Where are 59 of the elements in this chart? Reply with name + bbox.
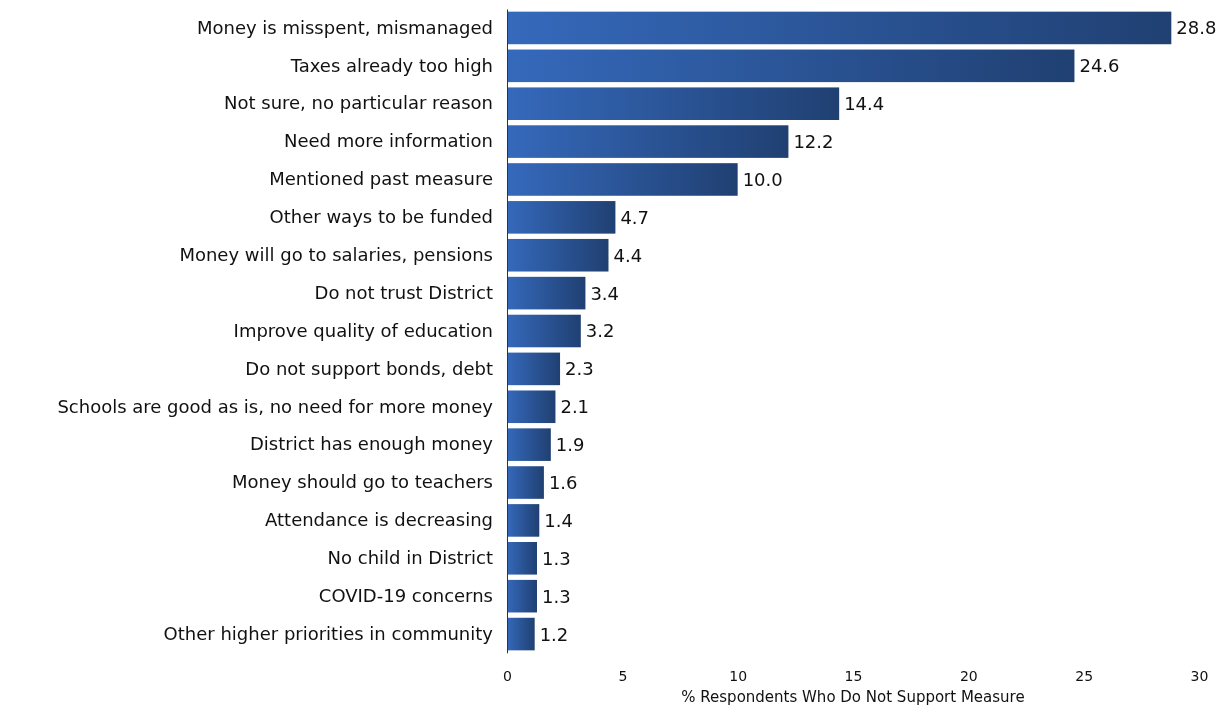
y-tick-label: Do not trust District xyxy=(314,281,493,303)
data-label: 4.7 xyxy=(620,206,650,228)
bar xyxy=(507,125,789,158)
bar xyxy=(507,314,581,348)
bar xyxy=(507,542,537,575)
x-tick-label: 10 xyxy=(729,667,748,684)
data-label: 24.6 xyxy=(1079,55,1120,77)
data-label: 10.0 xyxy=(742,168,783,190)
y-tick-label: Other higher priorities in community xyxy=(163,622,494,644)
x-tick-label: 0 xyxy=(503,667,512,684)
bar xyxy=(507,201,616,234)
bar xyxy=(507,579,537,613)
bar xyxy=(507,238,609,272)
y-tick-label: No child in District xyxy=(327,547,493,569)
x-tick-label: 25 xyxy=(1075,667,1094,684)
y-tick-label: Attendance is decreasing xyxy=(265,509,493,531)
data-label: 2.3 xyxy=(565,358,594,380)
data-label: 14.4 xyxy=(844,93,885,115)
data-label: 4.4 xyxy=(613,244,643,266)
x-tick-label: 5 xyxy=(618,667,628,684)
bar xyxy=(507,49,1075,83)
data-label: 1.3 xyxy=(541,547,571,569)
bar xyxy=(507,428,551,461)
data-label: 1.6 xyxy=(548,472,578,494)
x-tick-label: 15 xyxy=(844,667,863,684)
bar xyxy=(507,466,544,499)
bar xyxy=(507,504,540,537)
bar xyxy=(507,163,738,196)
bar xyxy=(507,87,840,120)
x-axis-title: % Respondents Who Do Not Support Measure xyxy=(681,688,1025,706)
bar xyxy=(507,617,535,651)
y-tick-label: Taxes already too high xyxy=(289,54,493,76)
data-label: 1.3 xyxy=(541,585,571,607)
x-tick-label: 20 xyxy=(959,667,978,684)
y-tick-label: Improve quality of education xyxy=(233,319,493,341)
data-label: 12.2 xyxy=(793,131,834,153)
y-tick-label: COVID-19 concerns xyxy=(318,584,493,606)
y-tick-label: Not sure, no particular reason xyxy=(224,92,493,114)
y-tick-label: Other ways to be funded xyxy=(269,206,493,228)
y-tick-label: Need more information xyxy=(284,130,493,152)
bar xyxy=(507,11,1172,45)
bar xyxy=(507,276,586,310)
y-tick-label: Money will go to salaries, pensions xyxy=(179,244,493,265)
bar xyxy=(507,352,561,386)
y-tick-label: Mentioned past measure xyxy=(269,168,493,190)
bar xyxy=(507,390,556,424)
data-label: 2.1 xyxy=(560,396,590,418)
data-label: 28.8 xyxy=(1176,17,1217,39)
y-tick-label: District has enough money xyxy=(249,433,494,455)
y-tick-label: Money should go to teachers xyxy=(231,471,493,493)
y-tick-label: Schools are good as is, no need for more money xyxy=(57,395,494,417)
x-tick-label: 30 xyxy=(1190,667,1209,684)
data-label: 1.4 xyxy=(544,509,573,531)
data-label: 1.2 xyxy=(539,623,569,645)
data-label: 1.9 xyxy=(555,434,585,456)
data-label: 3.4 xyxy=(590,282,620,304)
y-tick-label: Do not support bonds, debt xyxy=(245,357,493,379)
data-label: 3.2 xyxy=(585,320,615,342)
y-tick-label: Money is misspent, mismanaged xyxy=(196,16,493,38)
